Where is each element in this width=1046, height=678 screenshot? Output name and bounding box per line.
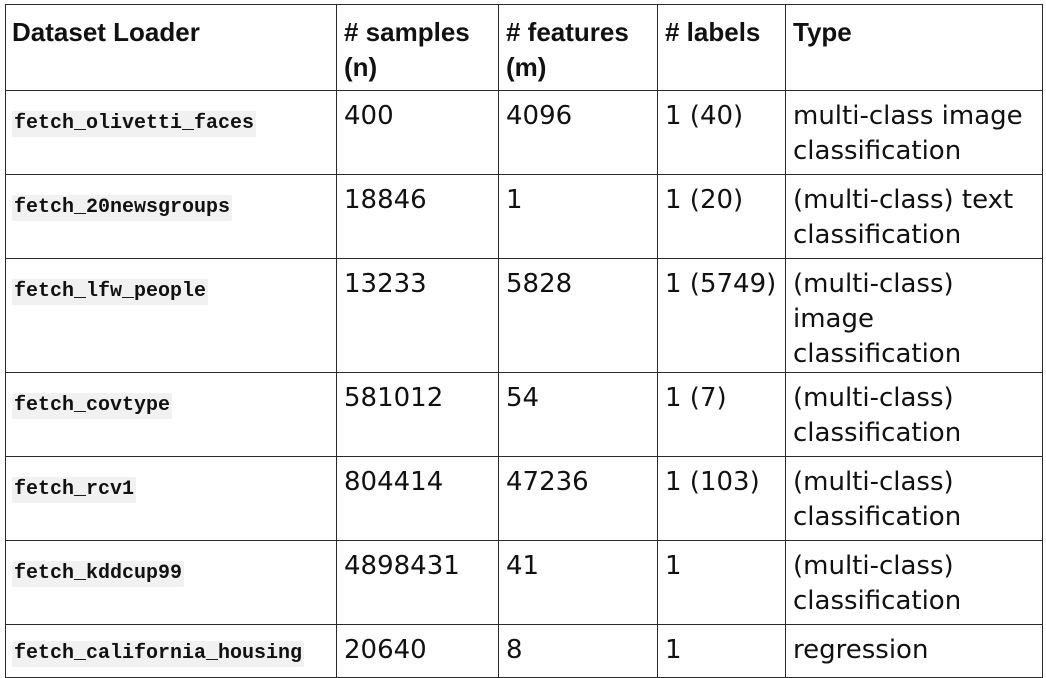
- features-cell: 5828: [498, 258, 658, 373]
- samples-cell: 400: [336, 90, 499, 175]
- loader-cell: fetch_lfw_people: [5, 258, 337, 373]
- labels-cell: 1 (5749): [657, 258, 786, 373]
- loader-cell: fetch_california_housing: [5, 624, 337, 678]
- loader-name: fetch_california_housing: [12, 641, 305, 667]
- table-header-row: Dataset Loader # samples (n) # features …: [5, 4, 1043, 91]
- samples-cell: 20640: [336, 624, 499, 678]
- header-samples: # samples (n): [336, 4, 499, 91]
- features-cell: 47236: [498, 456, 658, 541]
- loader-cell: fetch_covtype: [5, 372, 337, 457]
- dataset-loaders-table: Dataset Loader # samples (n) # features …: [5, 4, 1043, 678]
- loader-name: fetch_covtype: [12, 393, 173, 419]
- samples-cell: 18846: [336, 174, 499, 259]
- type-cell: regression: [785, 624, 1043, 678]
- labels-cell: 1 (103): [657, 456, 786, 541]
- loader-name: fetch_lfw_people: [12, 279, 209, 305]
- loader-cell: fetch_olivetti_faces: [5, 90, 337, 175]
- table-row: fetch_california_housing 20640 8 1 regre…: [5, 624, 1043, 678]
- samples-cell: 4898431: [336, 540, 499, 625]
- table-row: fetch_rcv1 804414 47236 1 (103) (multi-c…: [5, 456, 1043, 541]
- type-cell: (multi-class) image classification: [785, 258, 1043, 373]
- labels-cell: 1: [657, 624, 786, 678]
- header-labels: # labels: [657, 4, 786, 91]
- type-cell: (multi-class) classification: [785, 540, 1043, 625]
- features-cell: 54: [498, 372, 658, 457]
- table-row: fetch_covtype 581012 54 1 (7) (multi-cla…: [5, 372, 1043, 457]
- header-type: Type: [785, 4, 1043, 91]
- table-row: fetch_kddcup99 4898431 41 1 (multi-class…: [5, 540, 1043, 625]
- labels-cell: 1 (20): [657, 174, 786, 259]
- samples-cell: 581012: [336, 372, 499, 457]
- type-cell: (multi-class) classification: [785, 372, 1043, 457]
- loader-name: fetch_olivetti_faces: [12, 111, 257, 137]
- loader-cell: fetch_rcv1: [5, 456, 337, 541]
- header-features: # features (m): [498, 4, 658, 91]
- loader-cell: fetch_20newsgroups: [5, 174, 337, 259]
- features-cell: 8: [498, 624, 658, 678]
- loader-name: fetch_20newsgroups: [12, 195, 233, 221]
- table-row: fetch_20newsgroups 18846 1 1 (20) (multi…: [5, 174, 1043, 259]
- type-cell: multi-class image classification: [785, 90, 1043, 175]
- table-row: fetch_lfw_people 13233 5828 1 (5749) (mu…: [5, 258, 1043, 373]
- features-cell: 1: [498, 174, 658, 259]
- loader-name: fetch_kddcup99: [12, 561, 185, 587]
- features-cell: 4096: [498, 90, 658, 175]
- loader-name: fetch_rcv1: [12, 477, 137, 503]
- labels-cell: 1 (7): [657, 372, 786, 457]
- samples-cell: 804414: [336, 456, 499, 541]
- samples-cell: 13233: [336, 258, 499, 373]
- labels-cell: 1 (40): [657, 90, 786, 175]
- type-cell: (multi-class) text classification: [785, 174, 1043, 259]
- type-cell: (multi-class) classification: [785, 456, 1043, 541]
- table-row: fetch_olivetti_faces 400 4096 1 (40) mul…: [5, 90, 1043, 175]
- header-dataset-loader: Dataset Loader: [5, 4, 337, 91]
- labels-cell: 1: [657, 540, 786, 625]
- loader-cell: fetch_kddcup99: [5, 540, 337, 625]
- features-cell: 41: [498, 540, 658, 625]
